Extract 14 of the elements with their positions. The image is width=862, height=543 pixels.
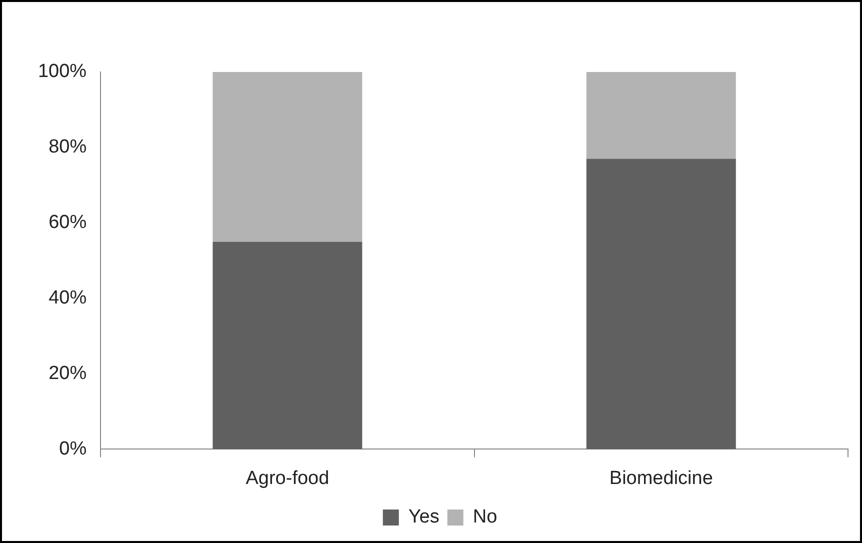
bar — [212, 72, 362, 242]
y-tick-label: 100% — [38, 61, 87, 82]
bar — [586, 158, 736, 450]
legend-label: Yes — [408, 506, 440, 528]
bar — [212, 242, 362, 450]
y-tick-label: 40% — [48, 288, 87, 309]
y-tick-label: 0% — [59, 438, 87, 460]
bar — [586, 72, 736, 159]
y-tick-label: 80% — [48, 136, 87, 158]
y-tick-label: 60% — [48, 212, 87, 234]
y-tick-label: 20% — [48, 362, 87, 384]
x-tick-label: Biomedicine — [609, 468, 713, 489]
legend-label: No — [472, 506, 498, 528]
x-tick-label: Agro-food — [246, 468, 330, 489]
